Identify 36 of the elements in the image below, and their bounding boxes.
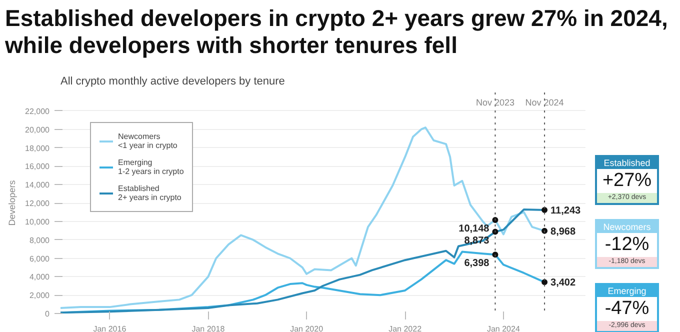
y-tick-label: 10,000	[25, 217, 50, 226]
y-tick-label: 22,000	[25, 106, 50, 116]
annotation: 10,148	[458, 224, 490, 235]
y-tick-label: 0	[45, 310, 50, 318]
chart-subtitle: All crypto monthly active developers by tenure	[60, 76, 285, 88]
text: Newcomers	[597, 221, 657, 233]
text: -12%	[604, 233, 650, 257]
y-tick-label: 4,000	[29, 272, 50, 282]
y-tick-label: 6,000	[29, 254, 50, 264]
annotation: 8,968	[550, 226, 576, 238]
legend-label: Established 2+ years in crypto	[118, 183, 182, 203]
annotation: 3,402	[550, 278, 576, 289]
y-tick-label: 18,000	[25, 144, 50, 153]
y-tick-label: 2,000	[29, 291, 50, 300]
y-tick-label: 8,000	[29, 236, 50, 245]
text: -47%	[604, 297, 650, 321]
y-axis-title: Developers	[7, 180, 18, 226]
ref-line-label: Nov 2023	[476, 98, 514, 108]
chart-title: Established developers in crypto 2+ years grew 27% in 2024, while developers with shorter tenures fell	[5, 5, 669, 59]
legend-label: Newcomers <1 year in crypto	[118, 131, 178, 151]
text: Emerging	[597, 285, 657, 297]
x-tick-label: Jan 2016	[93, 324, 127, 332]
text: Established	[597, 157, 657, 169]
legend-label: Emerging 1-2 years in crypto	[118, 157, 184, 177]
ref-line-label: Nov 2024	[525, 98, 564, 108]
x-tick-label: Jan 2022	[388, 324, 422, 332]
y-tick-label: 20,000	[25, 125, 50, 134]
y-tick-label: 16,000	[25, 162, 50, 172]
x-tick-label: Jan 2018	[192, 324, 226, 332]
annotation: 6,398	[464, 258, 490, 270]
text: +27%	[601, 169, 653, 193]
x-tick-label: Jan 2024	[486, 324, 520, 332]
annotation: 11,243	[550, 205, 582, 216]
x-tick-label: Jan 2020	[290, 324, 324, 332]
y-tick-label: 14,000	[25, 180, 50, 190]
y-tick-label: 12,000	[25, 199, 50, 208]
